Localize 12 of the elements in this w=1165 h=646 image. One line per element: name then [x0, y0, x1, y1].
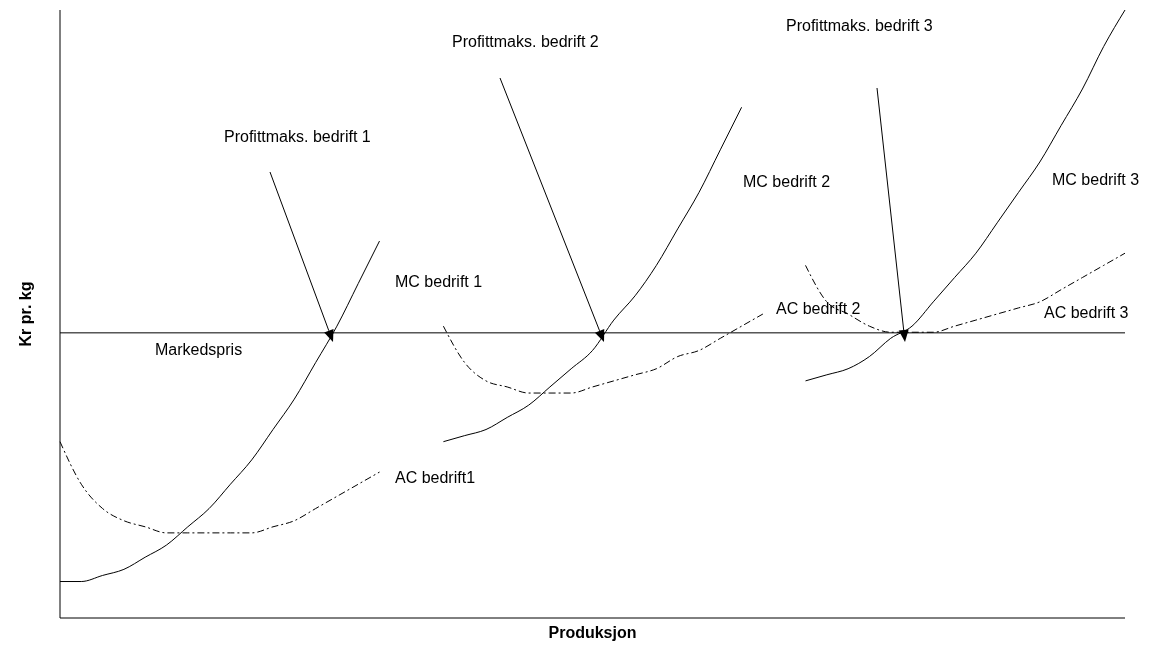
series-label: AC bedrift 2 [776, 300, 861, 318]
x-axis-title: Produksjon [548, 624, 637, 641]
annotation: Profittmaks. bedrift 3 [786, 17, 933, 35]
series-label: AC bedrift 3 [1044, 304, 1129, 322]
annotation: Profittmaks. bedrift 1 [224, 128, 371, 146]
series-label: MC bedrift 1 [395, 273, 483, 291]
series-label: MC bedrift 2 [743, 173, 831, 191]
ref-line-label: Markedspris [155, 341, 243, 359]
y-axis-title: Kr pr. kg [16, 281, 34, 347]
annotation: Profittmaks. bedrift 2 [452, 33, 599, 51]
series-label: MC bedrift 3 [1052, 171, 1140, 189]
series-label: AC bedrift1 [395, 469, 476, 487]
